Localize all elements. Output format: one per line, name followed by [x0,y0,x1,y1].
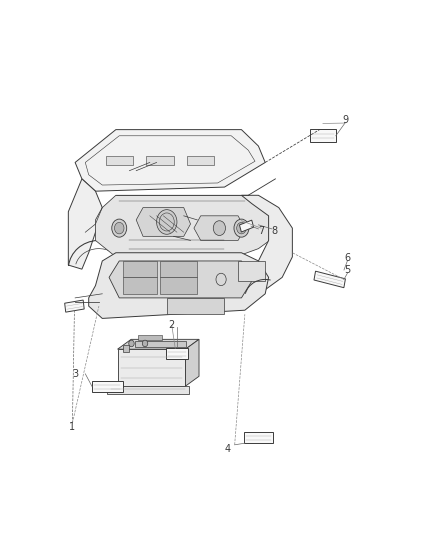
Text: 3: 3 [72,369,78,379]
Polygon shape [194,216,245,240]
Text: 1: 1 [69,422,75,432]
Polygon shape [314,271,346,288]
Polygon shape [244,432,273,443]
Polygon shape [167,298,224,314]
Circle shape [129,340,134,347]
Polygon shape [310,129,336,142]
Text: 4: 4 [224,444,230,454]
Polygon shape [185,340,199,386]
Text: 7: 7 [258,226,264,236]
Polygon shape [88,253,268,318]
Circle shape [114,222,124,234]
Text: 9: 9 [342,115,348,125]
Circle shape [213,221,226,236]
Polygon shape [106,156,133,165]
Polygon shape [95,195,276,269]
Circle shape [112,219,127,237]
Text: 5: 5 [344,265,350,275]
Polygon shape [138,335,162,340]
Polygon shape [117,349,185,386]
Polygon shape [65,300,84,312]
Polygon shape [107,386,189,393]
Polygon shape [166,348,188,359]
Polygon shape [160,261,197,277]
Text: 2: 2 [169,320,175,329]
Polygon shape [136,207,191,236]
Circle shape [142,340,148,347]
Circle shape [234,219,249,237]
Polygon shape [241,195,293,290]
Polygon shape [123,277,156,294]
Polygon shape [123,261,156,277]
Polygon shape [146,156,173,165]
Polygon shape [160,277,197,294]
Text: 6: 6 [344,253,350,263]
Polygon shape [92,382,123,392]
Circle shape [157,209,177,235]
Polygon shape [68,179,102,269]
Polygon shape [135,341,186,347]
Polygon shape [240,220,254,232]
Polygon shape [123,345,130,352]
Polygon shape [187,156,214,165]
Circle shape [237,222,246,234]
Polygon shape [238,261,265,281]
Polygon shape [75,130,265,191]
Polygon shape [109,261,251,298]
Polygon shape [117,340,199,349]
Text: 8: 8 [272,226,278,236]
